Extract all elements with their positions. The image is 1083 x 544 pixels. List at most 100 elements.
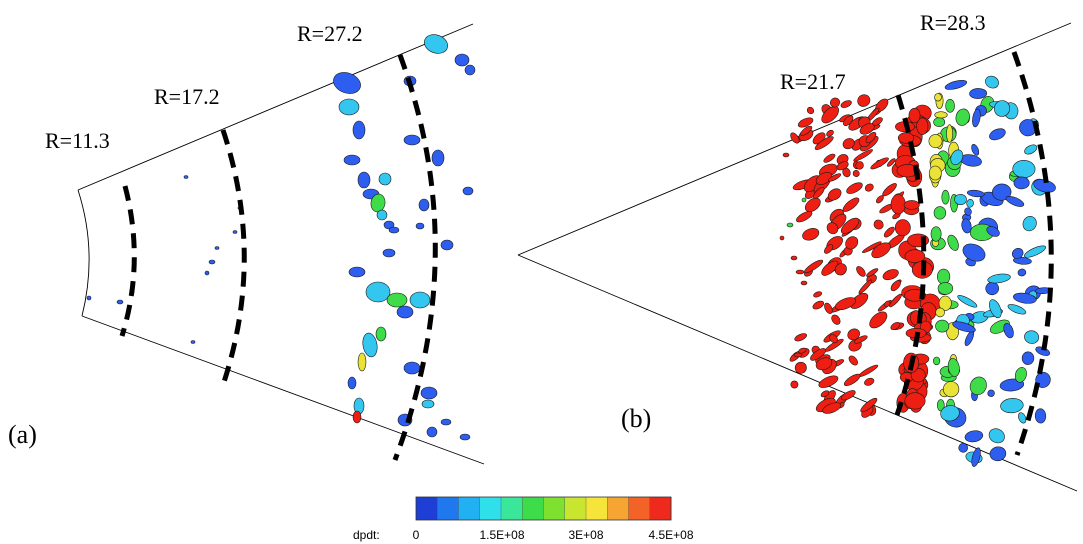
contour-blob <box>890 280 901 292</box>
contour-blob <box>933 206 947 220</box>
contour-blob <box>942 381 960 398</box>
contour-blob <box>986 226 1000 237</box>
contour-blob <box>831 314 841 325</box>
contour-blob <box>1014 367 1027 383</box>
contour-blob <box>842 197 860 212</box>
contour-blob <box>822 402 842 414</box>
contour-blob <box>936 399 945 412</box>
colorbar-cell <box>479 497 502 520</box>
contour-blob <box>876 195 884 204</box>
contour-blob <box>870 157 889 170</box>
contour-blob <box>370 193 386 213</box>
contour-blob <box>800 280 808 286</box>
contour-blob <box>826 129 834 137</box>
contour-blob <box>843 373 861 387</box>
contour-blob <box>1021 351 1035 365</box>
sector-outline-a <box>77 23 485 465</box>
contour-blob <box>823 153 836 163</box>
contour-blob <box>1012 159 1036 179</box>
contour-blob <box>935 319 950 333</box>
contour-blob <box>800 125 813 136</box>
contour-blob <box>840 100 852 108</box>
contour-blob <box>845 236 859 250</box>
contour-blob <box>1024 144 1038 155</box>
contour-blob <box>348 266 366 278</box>
contour-blob <box>1013 256 1032 265</box>
contour-blob <box>882 183 897 197</box>
radius-label-r28: R=28.3 <box>920 10 986 35</box>
contour-blob <box>376 209 388 221</box>
contour-blob <box>852 170 860 177</box>
colorbar-tick-2: 3E+08 <box>568 528 603 542</box>
contour-blob <box>985 281 999 296</box>
contour-field-a <box>86 34 476 441</box>
contour-blob <box>989 299 1002 319</box>
contour-blob <box>987 389 995 397</box>
contour-blob <box>1000 398 1024 414</box>
contour-blob <box>890 194 906 215</box>
contour-blob <box>420 386 438 400</box>
contour-blob <box>790 132 800 144</box>
contour-blob <box>864 183 874 192</box>
contour-blob <box>190 340 196 344</box>
colorbar-cell <box>607 497 629 520</box>
contour-blob <box>987 273 1011 284</box>
contour-blob <box>950 149 964 166</box>
contour-blob <box>889 293 902 308</box>
contour-blob <box>928 165 942 181</box>
colorbar-cell <box>543 497 566 520</box>
contour-blob <box>388 226 400 234</box>
contour-blob <box>938 295 952 311</box>
contour-blob <box>859 123 875 135</box>
dashed-arc-r11 <box>119 185 137 337</box>
contour-blob <box>386 292 408 308</box>
contour-blob <box>812 300 825 310</box>
contour-blob <box>826 222 839 235</box>
contour-blob <box>848 355 858 366</box>
colorbar: dpdt: 0 1.5E+08 3E+08 4.5E+08 <box>353 496 694 542</box>
contour-blob <box>937 282 954 295</box>
contour-blob <box>421 399 435 409</box>
contour-blob <box>183 175 189 179</box>
contour-blob <box>382 248 396 258</box>
contour-blob <box>459 433 471 441</box>
contour-blob <box>357 352 367 372</box>
contour-blob <box>801 197 807 203</box>
contour-blob <box>908 107 921 124</box>
contour-blob <box>362 332 378 358</box>
contour-blob <box>204 270 210 276</box>
colorbar-cell <box>628 497 651 520</box>
contour-blob <box>935 307 945 318</box>
contour-blob <box>964 430 984 443</box>
contour-blob <box>116 299 124 305</box>
contour-blob <box>971 143 980 156</box>
contour-blob <box>794 361 807 374</box>
contour-blob <box>864 377 875 386</box>
contour-blob <box>946 124 953 143</box>
colorbar-cell <box>458 497 481 520</box>
colorbar-gradient <box>416 497 672 520</box>
contour-blob <box>365 281 391 303</box>
contour-blob <box>827 188 842 201</box>
contour-blob <box>454 53 470 67</box>
contour-blob <box>855 161 864 170</box>
contour-blob <box>860 397 878 413</box>
contour-field-b <box>779 75 1056 467</box>
contour-blob <box>396 305 414 319</box>
contour-blob <box>865 132 877 144</box>
contour-blob <box>802 228 820 241</box>
contour-blob <box>936 268 951 285</box>
contour-blob <box>403 134 421 146</box>
colorbar-cell <box>416 497 438 520</box>
contour-blob <box>813 186 825 199</box>
colorbar-variable-label: dpdt: <box>353 528 380 542</box>
radius-label-r21: R=21.7 <box>780 69 846 94</box>
contour-blob <box>1013 176 1030 190</box>
contour-blob <box>887 158 896 167</box>
contour-blob <box>945 99 955 113</box>
contour-blob <box>904 392 926 410</box>
contour-blob <box>829 97 841 108</box>
contour-blob <box>969 376 987 396</box>
contour-blob <box>957 295 978 308</box>
contour-blob <box>966 189 985 198</box>
